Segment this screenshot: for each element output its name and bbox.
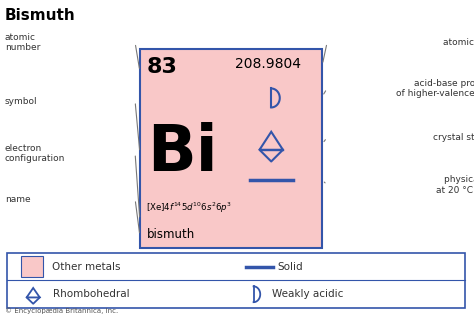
Text: 208.9804: 208.9804: [235, 57, 301, 71]
Text: name: name: [5, 195, 30, 204]
Text: atomic
number: atomic number: [5, 33, 40, 52]
FancyBboxPatch shape: [140, 49, 322, 248]
Text: bismuth: bismuth: [146, 228, 195, 241]
Text: crystal structure: crystal structure: [433, 133, 474, 142]
FancyBboxPatch shape: [7, 253, 465, 308]
Text: symbol: symbol: [5, 97, 37, 106]
Text: Solid: Solid: [277, 262, 303, 272]
Text: Bismuth: Bismuth: [5, 8, 75, 23]
Text: Weakly acidic: Weakly acidic: [272, 289, 344, 299]
FancyBboxPatch shape: [21, 256, 43, 277]
Text: 83: 83: [146, 57, 177, 77]
Text: [Xe]4$f^{14}$5$d^{10}$6$s^2$6$p^3$: [Xe]4$f^{14}$5$d^{10}$6$s^2$6$p^3$: [146, 200, 232, 215]
Text: atomic weight: atomic weight: [443, 38, 474, 47]
Text: electron
configuration: electron configuration: [5, 143, 65, 163]
Text: acid-base properties
of higher-valence oxides: acid-base properties of higher-valence o…: [396, 79, 474, 98]
Text: physical state
at 20 °C (68 °F): physical state at 20 °C (68 °F): [436, 175, 474, 195]
Text: Bi: Bi: [147, 121, 218, 184]
Text: © Encyclopædia Britannica, Inc.: © Encyclopædia Britannica, Inc.: [5, 308, 118, 314]
Text: Other metals: Other metals: [52, 262, 121, 272]
Text: Rhombohedral: Rhombohedral: [53, 289, 129, 299]
